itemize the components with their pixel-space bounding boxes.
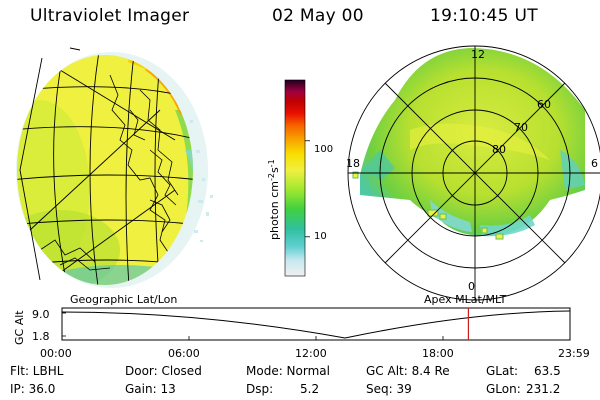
mlat-label-60: 60 <box>537 98 551 111</box>
glon-value: 231.2 <box>526 382 561 396</box>
mlt-label-12: 12 <box>471 48 485 61</box>
geographic-panel-label: Geographic Lat/Lon <box>70 293 177 306</box>
colorbar-tick-100: 100 <box>314 144 333 155</box>
instrument-title: Ultraviolet Imager <box>30 6 190 26</box>
observation-date: 02 May 00 <box>272 6 364 26</box>
alt-ytick-9: 9.0 <box>32 308 50 321</box>
polar-image: 12 18 6 0 60 70 80 <box>346 45 600 301</box>
gain-info: Gain: 13 <box>125 382 176 396</box>
dsp-value: 5.2 <box>300 382 320 396</box>
dsp-label: Dsp: <box>246 382 274 396</box>
mlt-label-18: 18 <box>346 157 360 170</box>
altitude-plot: 9.0 1.8 GC Alt 00:00 06:00 12:00 18:00 2… <box>13 307 590 360</box>
mlt-label-6: 6 <box>591 157 598 170</box>
seq-info: Seq: 39 <box>366 382 412 396</box>
mode-info: Mode: Normal <box>246 364 330 378</box>
ip-info: IP: 36.0 <box>10 382 56 396</box>
colorbar-tick-10: 10 <box>314 231 327 242</box>
colorbar: 100 10 photon cm-2s-1 <box>267 79 333 277</box>
mlat-label-80: 80 <box>492 143 506 156</box>
alt-xtick-0000: 00:00 <box>40 347 72 360</box>
observation-time: 19:10:45 UT <box>430 6 538 26</box>
mlt-label-0: 0 <box>468 280 475 293</box>
glon-label: GLon: <box>486 382 521 396</box>
glat-value: 63.5 <box>534 364 561 378</box>
glat-label: GLat: <box>486 364 519 378</box>
geographic-image <box>16 47 213 288</box>
mlat-label-70: 70 <box>514 121 528 134</box>
alt-xtick-2359: 23:59 <box>558 347 590 360</box>
filter-info: Flt: LBHL <box>10 364 64 378</box>
colorbar-unit-label: photon cm-2s-1 <box>267 159 281 240</box>
alt-xtick-1800: 18:00 <box>422 347 454 360</box>
door-info: Door: Closed <box>125 364 202 378</box>
alt-ytick-1-8: 1.8 <box>32 330 50 343</box>
alt-xtick-1200: 12:00 <box>295 347 327 360</box>
alt-ylabel: GC Alt <box>13 310 26 345</box>
alt-xtick-0600: 06:00 <box>168 347 200 360</box>
gc-alt-info: GC Alt: 8.4 Re <box>366 364 450 378</box>
polar-panel-label: Apex MLat/MLT <box>424 293 507 306</box>
